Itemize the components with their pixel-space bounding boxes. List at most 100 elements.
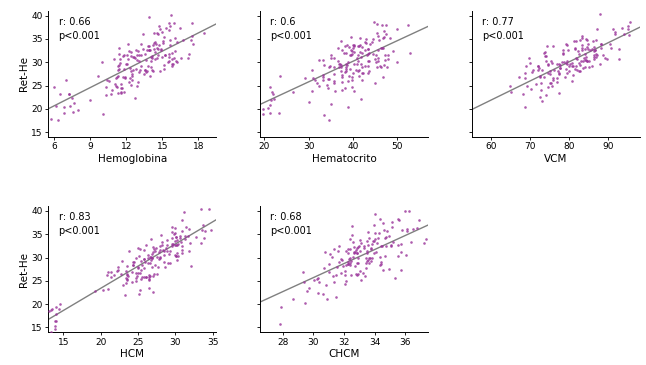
Point <box>170 48 180 54</box>
Point <box>174 25 185 31</box>
Point <box>165 248 175 254</box>
Point <box>336 256 346 262</box>
Point <box>340 66 351 72</box>
Point <box>161 245 171 251</box>
Point <box>171 235 181 241</box>
Point <box>362 229 373 235</box>
Point <box>343 105 353 111</box>
Point <box>364 260 374 266</box>
Point <box>365 255 375 261</box>
Point <box>353 53 363 58</box>
Point <box>163 58 174 64</box>
Point <box>387 219 397 225</box>
Point <box>46 116 56 122</box>
Text: r: 0.6
p<0.001: r: 0.6 p<0.001 <box>270 17 312 41</box>
Point <box>167 235 178 241</box>
Point <box>376 243 386 249</box>
Point <box>177 250 187 256</box>
Point <box>340 281 351 287</box>
Point <box>396 250 406 256</box>
Point <box>334 243 344 249</box>
Point <box>153 264 163 270</box>
Point <box>163 59 174 65</box>
Point <box>159 62 169 68</box>
Point <box>543 70 554 76</box>
Point <box>158 247 169 253</box>
Point <box>348 239 358 245</box>
X-axis label: HCM: HCM <box>120 349 145 360</box>
Point <box>172 237 182 243</box>
Point <box>372 65 382 70</box>
Point <box>375 259 386 265</box>
Point <box>362 51 373 57</box>
Point <box>547 60 557 66</box>
Point <box>579 64 590 69</box>
Point <box>133 245 143 251</box>
Point <box>106 269 116 275</box>
Point <box>356 61 366 67</box>
Point <box>555 65 565 71</box>
Point <box>130 278 141 284</box>
Point <box>368 36 379 42</box>
Point <box>388 239 399 245</box>
Point <box>157 242 167 248</box>
Point <box>163 261 173 266</box>
Point <box>262 105 273 111</box>
Point <box>50 326 60 332</box>
Point <box>122 53 132 58</box>
Point <box>147 67 157 73</box>
Point <box>375 216 385 222</box>
Point <box>546 80 556 86</box>
Point <box>61 77 71 83</box>
Point <box>354 243 364 249</box>
Point <box>315 57 325 63</box>
Point <box>121 276 132 282</box>
Point <box>377 243 387 249</box>
Point <box>134 58 144 64</box>
Point <box>369 250 379 256</box>
Point <box>345 66 355 72</box>
Point <box>350 247 360 253</box>
Point <box>569 39 579 45</box>
Point <box>393 216 403 222</box>
Point <box>59 104 69 110</box>
Point <box>324 251 335 257</box>
Point <box>571 38 581 44</box>
Point <box>112 84 122 90</box>
Point <box>526 86 536 92</box>
Point <box>171 39 182 45</box>
Point <box>118 54 128 59</box>
Point <box>610 31 621 36</box>
Point <box>380 253 390 259</box>
Point <box>361 265 371 270</box>
Point <box>179 209 189 215</box>
Point <box>619 31 629 36</box>
Point <box>328 246 339 252</box>
Point <box>155 243 165 249</box>
Point <box>601 56 612 62</box>
Point <box>349 88 359 93</box>
Point <box>419 240 430 246</box>
Point <box>124 79 134 85</box>
Point <box>311 80 322 85</box>
Point <box>533 67 543 73</box>
Point <box>524 55 534 61</box>
Point <box>167 241 178 247</box>
Point <box>113 63 123 69</box>
Point <box>592 52 602 58</box>
Point <box>167 64 177 69</box>
Point <box>318 72 329 78</box>
Point <box>344 260 355 266</box>
Point <box>521 64 532 69</box>
Point <box>47 307 57 313</box>
Point <box>129 54 139 60</box>
Point <box>372 33 382 39</box>
Point <box>533 63 543 69</box>
Point <box>352 246 362 251</box>
Point <box>614 56 624 62</box>
Point <box>125 74 135 80</box>
Point <box>377 267 388 273</box>
Point <box>135 246 145 252</box>
Point <box>353 271 364 277</box>
Point <box>404 208 415 214</box>
